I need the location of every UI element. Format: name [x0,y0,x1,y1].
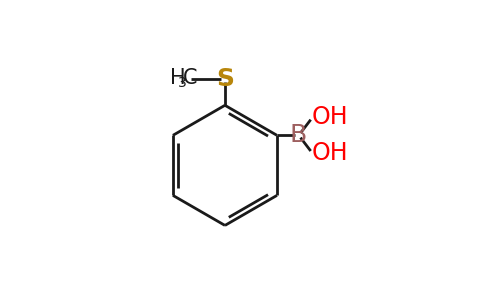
Text: S: S [216,67,234,91]
Text: H: H [169,68,185,88]
Text: C: C [183,68,197,88]
Text: OH: OH [312,141,348,165]
Text: 3: 3 [178,76,187,90]
Text: B: B [289,123,306,147]
Text: OH: OH [312,105,348,129]
